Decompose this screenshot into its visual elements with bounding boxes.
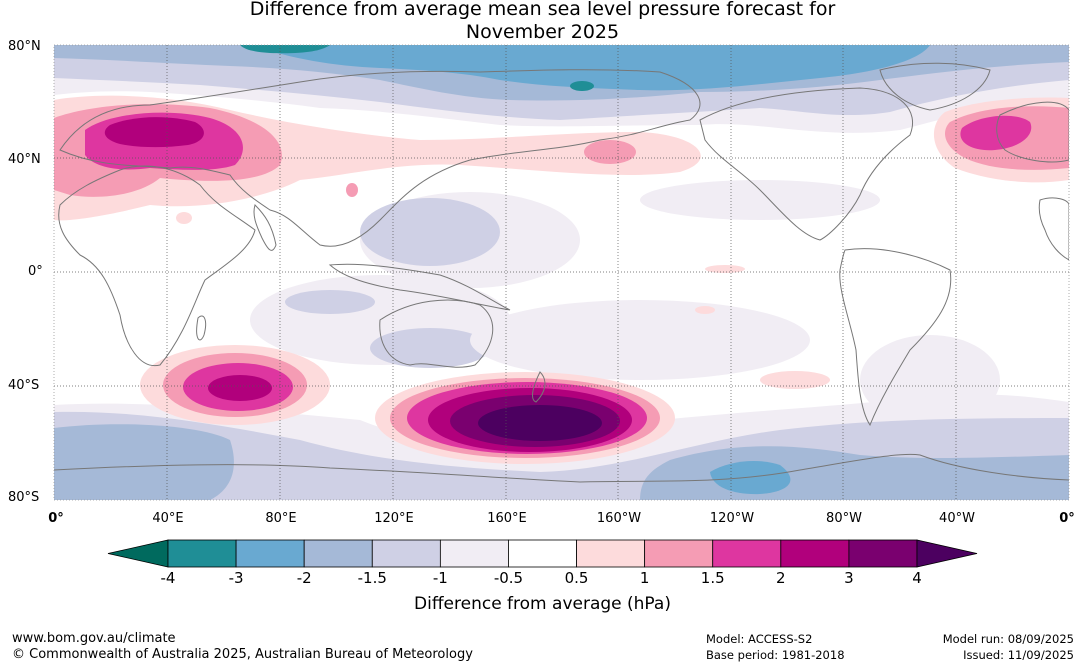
south-pacific-pale	[695, 306, 715, 314]
atlantic-lavender	[640, 180, 880, 220]
coast-new-zealand	[532, 371, 546, 403]
lat-label-80s: 80°S	[8, 490, 40, 505]
coast-eurasia	[59, 69, 701, 247]
lon-label-120e: 120°E	[374, 511, 414, 526]
lon-label-40e: 40°E	[152, 511, 184, 526]
footer-model: Model: ACCESS-S2	[706, 632, 813, 646]
coast-antarctica	[54, 453, 1069, 483]
colorbar-tick-label: 2	[776, 569, 786, 587]
colorbar-cell	[235, 539, 305, 568]
colorbar-tick-label: 4	[912, 569, 922, 587]
colorbar-cell	[712, 539, 782, 568]
nz-high-extreme	[478, 405, 602, 441]
colorbar-tick-label: -1.5	[357, 569, 387, 587]
colorbar-tick-label: 1.5	[700, 569, 725, 587]
atlantic-high-magenta	[960, 115, 1032, 151]
arctic-core-teal	[240, 45, 330, 54]
colorbar-cell	[576, 539, 646, 568]
indian-ocean-lavender	[285, 290, 375, 314]
coast-west-africa	[1038, 197, 1069, 261]
colorbar-cell	[848, 539, 918, 568]
southern-ocean-blue-light	[54, 424, 234, 500]
lon-label-120w: 120°W	[709, 511, 755, 526]
colorbar-cell	[508, 539, 577, 568]
coast-madagascar	[196, 315, 207, 341]
colorbar-tick-label: -4	[160, 569, 176, 587]
lon-label-160w: 160°W	[596, 511, 642, 526]
lon-label-0-west: 0°	[48, 511, 64, 526]
lon-label-0-east: 0°	[1059, 511, 1075, 526]
colorbar-tick-label: 0.5	[564, 569, 589, 587]
colorbar-label: Difference from average (hPa)	[414, 594, 671, 614]
footer-url[interactable]: www.bom.gov.au/climate	[12, 631, 176, 646]
arctic-core-teal-small	[570, 81, 594, 91]
asia-high-core	[104, 117, 204, 148]
colorbar-tick-label: 1	[639, 569, 650, 587]
chart-title-line-2: November 2025	[465, 21, 620, 43]
coast-india	[253, 204, 277, 251]
map-frame	[53, 44, 1070, 501]
lat-label-0: 0°	[28, 264, 43, 279]
arabia-high-pale	[176, 212, 192, 224]
lat-label-80n: 80°N	[8, 39, 41, 54]
australia-lavender	[370, 328, 490, 368]
footer-model-run: Model run: 08/09/2025	[942, 632, 1074, 646]
colorbar-arrow-above	[916, 539, 978, 568]
china-high-pink	[346, 183, 358, 197]
pressure-anomaly-map	[53, 44, 1070, 501]
colorbar-cell	[303, 539, 373, 568]
chart-title-line-1: Difference from average mean sea level p…	[249, 0, 836, 20]
lon-label-160e: 160°E	[487, 511, 527, 526]
coast-europe	[996, 101, 1069, 163]
coast-south-america	[839, 248, 952, 427]
lon-label-80e: 80°E	[265, 511, 297, 526]
lon-label-80w: 80°W	[826, 511, 862, 526]
colorbar-tick-label: -1	[432, 569, 448, 587]
coast-north-america	[699, 87, 913, 241]
footer-issued: Issued: 11/09/2025	[963, 648, 1074, 662]
footer-base-period: Base period: 1981-2018	[706, 648, 845, 662]
lat-label-40s: 40°S	[8, 378, 40, 393]
footer-copyright: © Commonwealth of Australia 2025, Austra…	[12, 647, 473, 662]
coast-africa	[58, 165, 256, 367]
colorbar-cell	[167, 539, 237, 568]
colorbar-cell	[780, 539, 850, 568]
colorbar-tick-label: 3	[844, 569, 854, 587]
colorbar-tick-label: -3	[228, 569, 244, 587]
lon-label-40w: 40°W	[939, 511, 975, 526]
arctic-band-blue	[250, 45, 930, 91]
coast-greenland	[879, 62, 991, 111]
coast-indonesia	[328, 263, 511, 311]
lat-label-40n: 40°N	[8, 152, 41, 167]
south-atlantic-pale	[760, 371, 830, 389]
colorbar-cell	[371, 539, 441, 568]
south-pacific-lavender	[470, 300, 810, 380]
south-indian-high-core	[208, 375, 272, 401]
coast-australia	[379, 299, 494, 368]
colorbar-arrow-below	[107, 539, 169, 568]
equatorial-pacific-pale	[705, 265, 745, 273]
colorbar-cell	[644, 539, 714, 568]
colorbar-cell	[439, 539, 509, 568]
colorbar-tick-label: -2	[296, 569, 312, 587]
colorbar-tick-label: -0.5	[493, 569, 524, 587]
nw-pacific-lavender	[360, 198, 500, 266]
